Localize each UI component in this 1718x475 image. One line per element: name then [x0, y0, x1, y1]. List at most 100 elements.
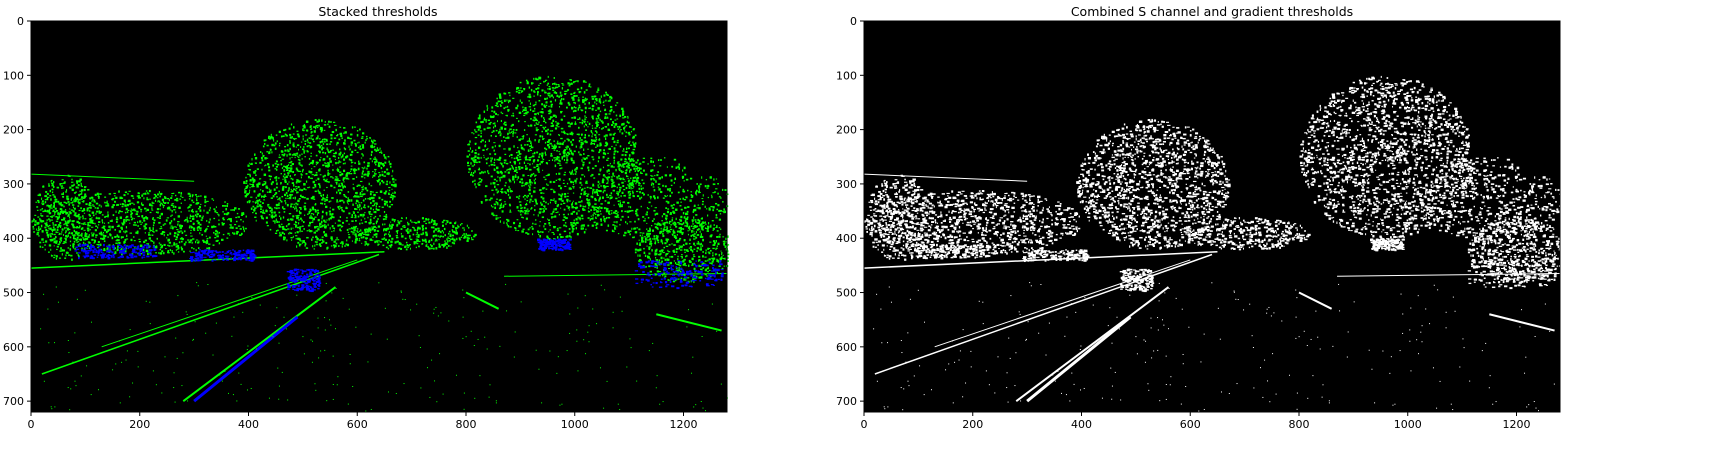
texture-pixel [320, 238, 322, 241]
texture-pixel [556, 227, 559, 230]
texture-pixel [227, 232, 230, 235]
texture-pixel [473, 157, 475, 159]
texture-pixel [113, 192, 116, 195]
texture-pixel [198, 205, 201, 209]
texture-pixel [242, 220, 244, 223]
texture-pixel [534, 124, 536, 127]
texture-pixel [591, 108, 594, 111]
texture-pixel [289, 133, 292, 136]
texture-pixel [137, 196, 140, 199]
texture-pixel [553, 140, 555, 142]
texture-pixel [586, 199, 589, 202]
texture-pixel [553, 144, 556, 147]
texture-pixel [323, 141, 326, 143]
texture-pixel [687, 229, 689, 232]
texture-pixel [290, 188, 292, 191]
texture-pixel [609, 109, 612, 113]
texture-pixel [361, 222, 364, 224]
texture-pixel [584, 118, 587, 120]
texture-pixel [360, 157, 363, 159]
texture-pixel [635, 210, 638, 213]
texture-pixel [541, 152, 544, 155]
texture-pixel [329, 141, 333, 143]
texture-pixel [387, 172, 389, 175]
texture-pixel [617, 163, 619, 165]
texture-pixel [638, 184, 640, 186]
texture-pixel [700, 233, 703, 236]
texture-pixel [631, 151, 634, 153]
texture-pixel [521, 135, 523, 137]
texture-pixel [582, 227, 585, 230]
texture-pixel [556, 236, 559, 239]
texture-pixel [494, 145, 496, 148]
texture-pixel [545, 188, 548, 190]
texture-pixel [61, 210, 63, 212]
texture-pixel [339, 151, 342, 154]
texture-pixel [699, 183, 702, 186]
texture-pixel [254, 156, 258, 160]
texture-pixel [226, 237, 229, 239]
texture-pixel [534, 174, 537, 176]
texture-pixel [521, 184, 523, 187]
texture-pixel [381, 206, 384, 208]
texture-pixel [84, 193, 87, 196]
texture-pixel [574, 106, 577, 109]
texture-pixel [357, 211, 359, 214]
texture-pixel [557, 84, 560, 86]
texture-pixel [72, 200, 75, 202]
texture-pixel [385, 213, 388, 216]
texture-pixel [469, 153, 471, 156]
texture-pixel [416, 229, 419, 231]
texture-pixel [484, 170, 486, 174]
texture-pixel [290, 165, 293, 167]
texture-pixel [255, 213, 257, 215]
texture-pixel [512, 112, 514, 115]
texture-pixel [104, 201, 106, 204]
texture-pixel [308, 137, 311, 139]
texture-pixel [679, 204, 682, 207]
texture-pixel [141, 215, 144, 217]
texture-pixel [319, 174, 322, 176]
texture-pixel [611, 186, 613, 188]
texture-pixel [317, 212, 320, 214]
texture-pixel [633, 179, 636, 183]
texture-pixel [582, 205, 584, 207]
texture-pixel [361, 231, 364, 235]
texture-pixel [593, 189, 595, 191]
texture-pixel [636, 166, 639, 169]
texture-pixel [572, 161, 575, 164]
texture-pixel [604, 109, 607, 112]
texture-pixel [162, 201, 165, 204]
texture-pixel [175, 226, 177, 228]
texture-pixel [506, 188, 509, 192]
texture-pixel [67, 215, 70, 217]
texture-pixel [96, 207, 99, 210]
texture-pixel [314, 208, 316, 211]
texture-pixel [319, 186, 321, 189]
texture-pixel [675, 226, 678, 228]
texture-pixel [624, 161, 627, 163]
texture-pixel [62, 234, 65, 236]
texture-pixel [94, 222, 96, 225]
texture-pixel [294, 207, 296, 210]
texture-pixel [200, 219, 203, 221]
texture-pixel [333, 121, 336, 123]
texture-pixel [166, 197, 170, 200]
texture-pixel [48, 205, 50, 207]
texture-pixel [379, 190, 383, 193]
texture-pixel [673, 181, 675, 184]
texture-pixel [570, 212, 574, 215]
texture-pixel [133, 240, 136, 242]
texture-pixel [557, 85, 561, 87]
texture-pixel [479, 172, 482, 175]
texture-pixel [559, 164, 562, 166]
texture-pixel [693, 216, 695, 219]
texture-pixel [642, 169, 645, 172]
texture-pixel [370, 185, 373, 187]
texture-pixel [148, 189, 151, 193]
texture-pixel [84, 186, 87, 188]
texture-pixel [538, 77, 542, 80]
texture-pixel [350, 230, 353, 233]
texture-pixel [70, 209, 73, 211]
texture-pixel [607, 157, 610, 160]
